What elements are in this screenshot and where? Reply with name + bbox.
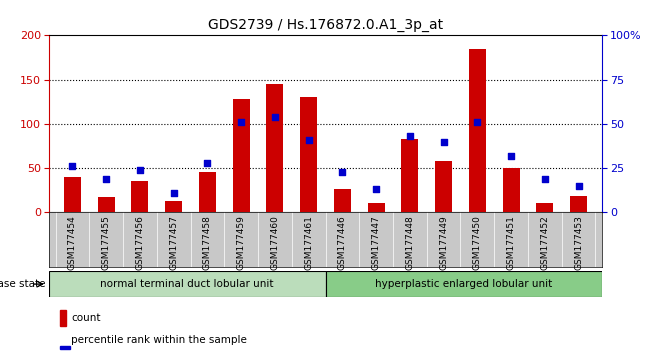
- Point: [371, 187, 381, 192]
- Bar: [199, 172, 216, 212]
- Bar: [503, 168, 519, 212]
- Bar: [435, 161, 452, 212]
- Point: [506, 153, 516, 159]
- Text: disease state: disease state: [0, 279, 46, 289]
- Point: [101, 176, 111, 182]
- Bar: [300, 97, 317, 212]
- Point: [337, 169, 348, 175]
- Text: GSM177456: GSM177456: [135, 215, 145, 270]
- Text: GSM177455: GSM177455: [102, 215, 111, 270]
- Bar: [64, 177, 81, 212]
- Text: GSM177460: GSM177460: [270, 215, 279, 270]
- Point: [303, 137, 314, 143]
- Bar: [536, 202, 553, 212]
- Text: GSM177454: GSM177454: [68, 215, 77, 270]
- Bar: [368, 202, 385, 212]
- Text: percentile rank within the sample: percentile rank within the sample: [72, 335, 247, 345]
- Point: [67, 164, 77, 169]
- Bar: [469, 48, 486, 212]
- Bar: [334, 188, 351, 212]
- Bar: [570, 195, 587, 212]
- Point: [472, 119, 482, 125]
- Point: [169, 190, 179, 196]
- Text: GSM177450: GSM177450: [473, 215, 482, 270]
- Point: [202, 160, 213, 166]
- Bar: [98, 198, 115, 212]
- Bar: [402, 139, 419, 212]
- Text: GSM177446: GSM177446: [338, 215, 347, 270]
- Text: count: count: [72, 313, 101, 323]
- Bar: [60, 346, 70, 349]
- Point: [438, 139, 449, 144]
- Text: GSM177457: GSM177457: [169, 215, 178, 270]
- Text: hyperplastic enlarged lobular unit: hyperplastic enlarged lobular unit: [375, 279, 553, 289]
- Text: GSM177452: GSM177452: [540, 215, 549, 270]
- Bar: [49, 271, 326, 297]
- Point: [574, 183, 584, 189]
- Text: GSM177448: GSM177448: [406, 215, 414, 270]
- Point: [405, 133, 415, 139]
- Text: GSM177447: GSM177447: [372, 215, 381, 270]
- Text: GSM177453: GSM177453: [574, 215, 583, 270]
- Point: [236, 119, 246, 125]
- Bar: [266, 84, 283, 212]
- Point: [540, 176, 550, 182]
- Bar: [165, 201, 182, 212]
- Text: normal terminal duct lobular unit: normal terminal duct lobular unit: [100, 279, 274, 289]
- Point: [270, 114, 280, 120]
- Text: GSM177461: GSM177461: [304, 215, 313, 270]
- Text: GSM177459: GSM177459: [237, 215, 245, 270]
- Title: GDS2739 / Hs.176872.0.A1_3p_at: GDS2739 / Hs.176872.0.A1_3p_at: [208, 18, 443, 32]
- Text: GSM177458: GSM177458: [203, 215, 212, 270]
- Bar: [132, 181, 148, 212]
- Text: GSM177451: GSM177451: [506, 215, 516, 270]
- Bar: [326, 271, 602, 297]
- Bar: [60, 310, 66, 326]
- Bar: [232, 99, 249, 212]
- Point: [135, 167, 145, 173]
- Text: GSM177449: GSM177449: [439, 215, 448, 270]
